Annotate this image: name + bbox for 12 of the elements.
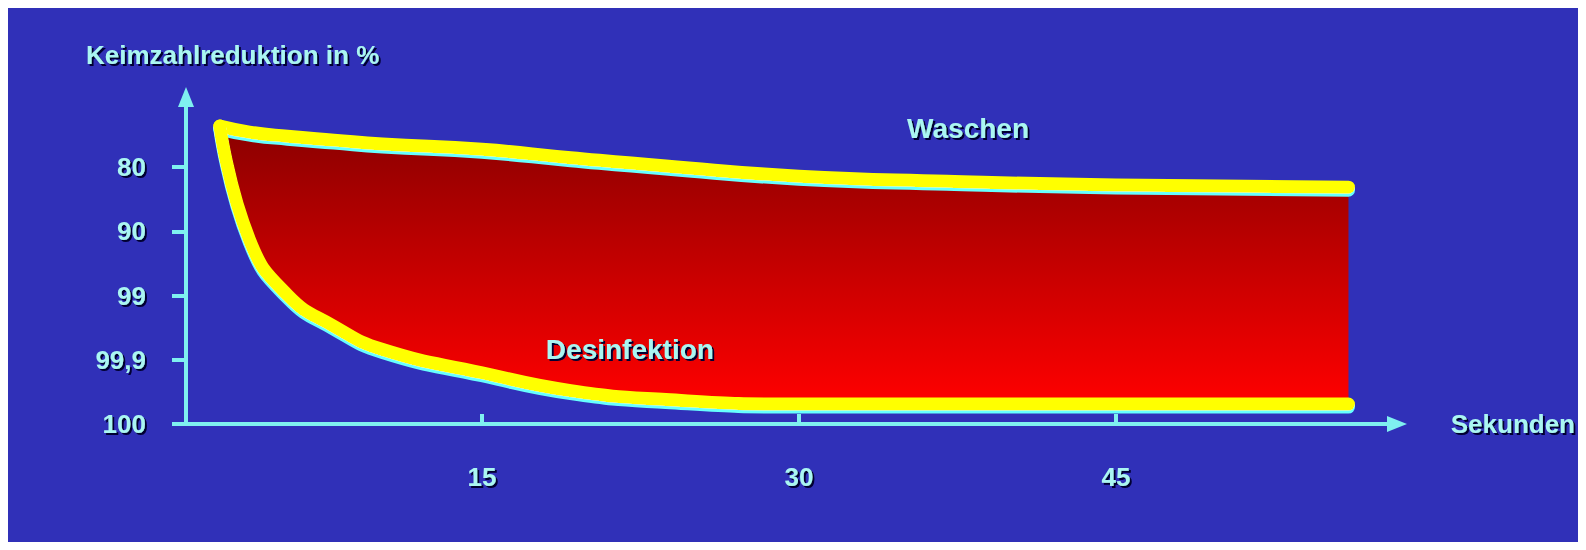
series-label: Waschen: [907, 112, 1029, 144]
text: 99,9: [95, 344, 146, 375]
x-axis-title: Sekunden: [1450, 409, 1575, 439]
x-tick-label: 45: [1101, 462, 1131, 492]
text: 80: [117, 152, 146, 183]
y-axis-title: Keimzahlreduktion in %: [86, 40, 380, 70]
text: 99: [117, 280, 146, 311]
series-label: Desinfektion: [545, 334, 714, 366]
x-tick-label: 30: [784, 462, 814, 492]
x-tick-label: 15: [467, 462, 497, 492]
text: 100: [102, 409, 146, 439]
text: 90: [117, 216, 146, 247]
